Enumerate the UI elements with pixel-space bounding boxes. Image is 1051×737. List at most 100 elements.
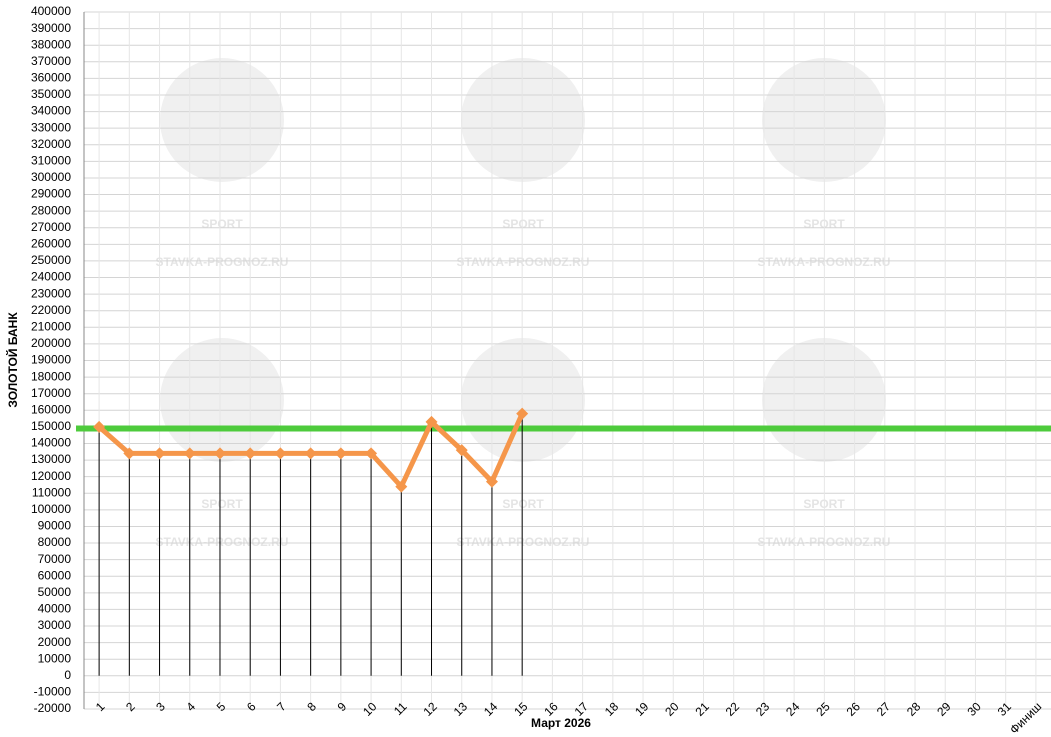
x-tick-label: Финиш — [1007, 699, 1044, 736]
y-tick-label: 80000 — [38, 535, 72, 549]
x-tick-label: 28 — [904, 699, 924, 719]
x-tick-label: 10 — [360, 699, 380, 719]
point — [123, 447, 136, 460]
y-tick-label: 110000 — [32, 485, 71, 499]
point — [93, 420, 106, 433]
x-tick-label: 13 — [451, 699, 471, 719]
x-tick-label: 24 — [783, 699, 803, 719]
point — [425, 415, 438, 428]
y-tick-label: 370000 — [31, 54, 71, 68]
y-tick-label: 220000 — [31, 303, 71, 317]
point — [183, 447, 196, 460]
x-tick-label: 31 — [995, 699, 1015, 719]
y-tick-label: 230000 — [31, 286, 71, 300]
x-tick-label: 8 — [304, 699, 319, 714]
point — [516, 407, 529, 420]
y-tick-label: 340000 — [31, 104, 71, 118]
point — [334, 447, 347, 460]
watermark-site: STAVKA-PROGNOZ.RU — [156, 255, 289, 269]
y-tick-label: 190000 — [31, 353, 71, 367]
point — [304, 447, 317, 460]
point — [244, 447, 257, 460]
y-tick-label: 70000 — [38, 552, 72, 566]
y-tick-label: -20000 — [34, 701, 72, 715]
y-tick-label: 290000 — [31, 187, 71, 201]
y-tick-label: 400000 — [31, 4, 71, 18]
y-tick-label: 300000 — [31, 170, 71, 184]
point — [395, 480, 408, 493]
watermark-title: SPORT — [201, 497, 243, 511]
y-tick-label: 0 — [64, 668, 71, 682]
x-tick-label: 23 — [753, 699, 773, 719]
watermark-logo — [160, 58, 284, 182]
y-tick-label: 10000 — [38, 651, 72, 665]
x-tick-label: 6 — [244, 699, 259, 714]
y-tick-label: 50000 — [38, 585, 72, 599]
point — [485, 475, 498, 488]
y-tick-label: 100000 — [31, 502, 71, 516]
point — [274, 447, 287, 460]
watermark-title: SPORT — [201, 217, 243, 231]
x-tick-label: 15 — [511, 699, 531, 719]
watermark-title: SPORT — [502, 497, 544, 511]
y-tick-label: 170000 — [31, 386, 71, 400]
watermark-site: STAVKA-PROGNOZ.RU — [156, 535, 289, 549]
watermark-site: STAVKA-PROGNOZ.RU — [457, 255, 590, 269]
x-tick-label: 1 — [93, 699, 108, 714]
x-tick-label: 3 — [153, 699, 168, 714]
y-tick-label: 120000 — [31, 469, 71, 483]
y-tick-label: 160000 — [31, 402, 71, 416]
x-tick-label: 2 — [123, 699, 138, 714]
y-tick-label: 200000 — [31, 336, 71, 350]
y-tick-label: 130000 — [31, 452, 71, 466]
y-tick-label: 320000 — [31, 137, 71, 151]
y-tick-label: 360000 — [31, 71, 71, 85]
y-tick-label: 30000 — [38, 618, 72, 632]
x-tick-label: 27 — [874, 699, 894, 719]
y-tick-label: 250000 — [31, 253, 71, 267]
x-tick-label: 5 — [214, 699, 229, 714]
y-tick-label: 60000 — [38, 568, 72, 582]
point — [153, 447, 166, 460]
watermark-logo — [461, 58, 585, 182]
x-tick-label: 9 — [335, 699, 350, 714]
x-tick-label: 26 — [844, 699, 864, 719]
y-tick-label: 90000 — [38, 519, 72, 533]
y-tick-label: 310000 — [31, 154, 71, 168]
y-tick-label: 20000 — [38, 635, 72, 649]
x-tick-label: 21 — [693, 699, 713, 719]
point — [213, 447, 226, 460]
x-axis-title: Март 2026 — [531, 716, 591, 730]
watermark-site: STAVKA-PROGNOZ.RU — [457, 535, 590, 549]
x-tick-label: 29 — [934, 699, 954, 719]
y-tick-label: 330000 — [31, 120, 71, 134]
x-tick-label: 25 — [813, 699, 833, 719]
y-tick-label: 40000 — [38, 602, 72, 616]
y-tick-label: 210000 — [31, 319, 71, 333]
y-tick-label: 270000 — [31, 220, 71, 234]
y-axis-title: ЗОЛОТОЙ БАНК — [5, 312, 20, 408]
point — [365, 447, 378, 460]
y-tick-label: 240000 — [31, 270, 71, 284]
x-tick-label: 4 — [184, 699, 199, 714]
y-tick-label: 150000 — [31, 419, 71, 433]
x-tick-label: 22 — [723, 699, 743, 719]
x-tick-label: 7 — [274, 699, 289, 714]
y-tick-label: 140000 — [31, 436, 71, 450]
x-tick-label: 19 — [632, 699, 652, 719]
x-tick-label: 11 — [391, 699, 410, 718]
y-tick-label: 380000 — [31, 37, 71, 51]
x-tick-label: 12 — [421, 699, 441, 719]
y-tick-label: 390000 — [31, 21, 71, 35]
x-tick-label: 30 — [964, 699, 984, 719]
x-tick-label: 18 — [602, 699, 622, 719]
x-tick-label: 20 — [662, 699, 682, 719]
point — [455, 444, 468, 457]
y-tick-label: -10000 — [34, 685, 72, 699]
y-tick-label: 180000 — [31, 369, 71, 383]
y-tick-label: 350000 — [31, 87, 71, 101]
watermark-title: SPORT — [502, 217, 544, 231]
y-tick-label: 280000 — [31, 203, 71, 217]
x-tick-label: 14 — [481, 699, 501, 719]
